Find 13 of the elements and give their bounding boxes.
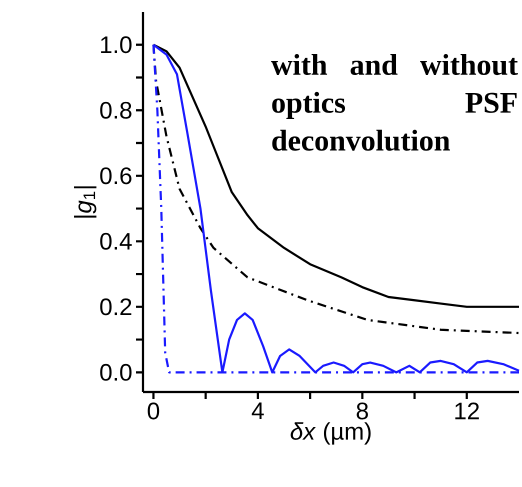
x-tick-label: 0	[148, 402, 160, 420]
y-tick-label: 0.0	[100, 364, 132, 381]
annotation: with and without optics PSF deconvolution	[271, 54, 518, 151]
y-tick-label: 0.4	[100, 232, 132, 250]
y-axis-title: |g$_{1}$|	[74, 186, 96, 218]
x-axis-title: δx (µm)	[290, 422, 371, 445]
x-tick-label: 8	[356, 402, 368, 420]
x-tick-label: 12	[455, 402, 479, 420]
y-tick-label: 0.6	[100, 167, 132, 184]
y-tick-label: 0.8	[100, 102, 132, 119]
y-tick-label: 1.0	[101, 36, 132, 54]
x-tick-label: 4	[252, 402, 264, 419]
y-tick-label: 0.2	[100, 298, 132, 316]
